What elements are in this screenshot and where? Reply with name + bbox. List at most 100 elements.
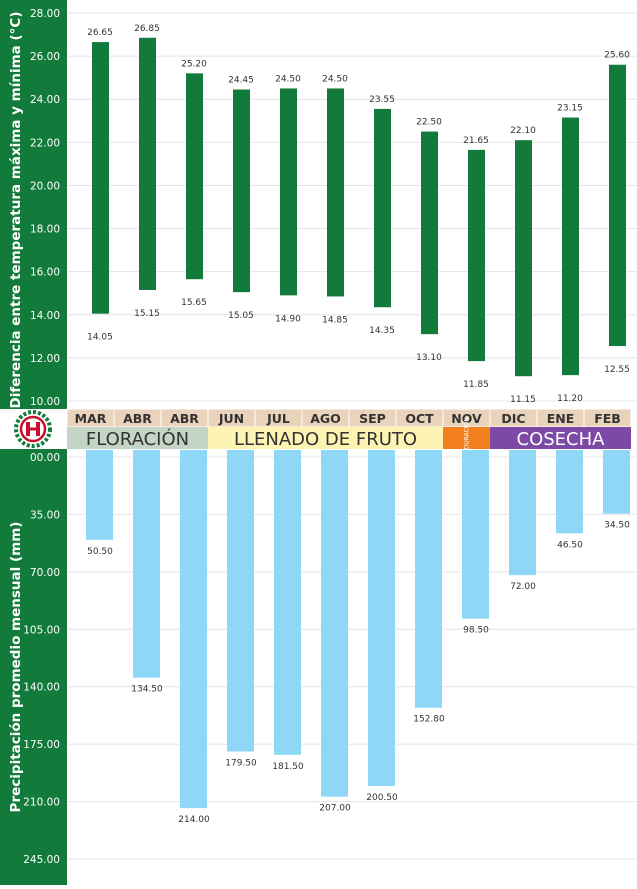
temperature-range-bar	[468, 149, 485, 362]
precipitation-tick-label: 140.00	[23, 682, 60, 694]
temperature-tick-label: 10.00	[30, 396, 60, 408]
precipitation-bar	[86, 450, 113, 540]
phase-label: MADURACIÓN	[464, 417, 471, 458]
temperature-min-label: 14.05	[87, 333, 113, 343]
precipitation-value-label: 200.50	[366, 793, 398, 803]
temperature-tick-label: 20.00	[30, 180, 60, 192]
month-label: MAR	[75, 411, 107, 426]
month-label: JUL	[266, 411, 290, 426]
precipitation-value-label: 181.50	[272, 762, 304, 772]
temperature-range-bar	[92, 42, 109, 314]
precipitation-tick-label: 105.00	[23, 624, 60, 636]
precipitation-bar	[462, 450, 489, 619]
temperature-range-bar	[562, 117, 579, 376]
temperature-min-label: 12.55	[604, 365, 630, 375]
temperature-min-label: 14.35	[369, 326, 395, 336]
phase-label: FLORACIÓN	[86, 428, 189, 450]
temperature-range-bar	[280, 88, 297, 296]
precipitation-bar	[556, 450, 583, 534]
temperature-max-label: 24.50	[275, 74, 301, 84]
precipitation-bar	[368, 450, 395, 786]
precipitation-bar	[274, 450, 301, 755]
month-label: DIC	[501, 411, 525, 426]
precipitation-bar	[321, 450, 348, 797]
temperature-max-label: 22.10	[510, 126, 536, 136]
temperature-max-label: 24.50	[322, 74, 348, 84]
precipitation-bar	[603, 450, 630, 514]
phase-band	[490, 427, 631, 449]
temperature-max-label: 23.15	[557, 104, 583, 114]
precipitation-value-label: 152.80	[413, 715, 445, 725]
month-label: SEP	[359, 411, 386, 426]
precipitation-value-label: 214.00	[178, 815, 210, 825]
precipitation-value-label: 72.00	[510, 582, 536, 592]
precipitation-tick-label: 210.00	[23, 797, 60, 809]
month-label: ENE	[547, 411, 575, 426]
phase-band	[67, 427, 208, 449]
precipitation-bar	[180, 450, 207, 809]
phase-label: COSECHA	[517, 429, 606, 450]
month-label: OCT	[405, 411, 434, 426]
side-band-top	[0, 0, 67, 409]
temperature-min-label: 15.05	[228, 311, 254, 321]
temperature-range-bar	[421, 131, 438, 335]
temperature-max-label: 25.60	[604, 51, 630, 61]
precipitation-tick-label: 00.00	[30, 452, 60, 464]
precipitation-value-label: 46.50	[557, 540, 583, 550]
phase-band	[443, 427, 490, 449]
precipitation-tick-label: 175.00	[23, 739, 60, 751]
temperature-min-label: 11.20	[557, 394, 583, 404]
temperature-max-label: 21.65	[463, 136, 489, 146]
company-logo	[14, 410, 52, 448]
temperature-axis-title: Diferencia entre temperatura máxima y mí…	[8, 12, 24, 409]
precipitation-value-label: 34.50	[604, 521, 630, 531]
month-label: NOV	[451, 411, 482, 426]
temperature-tick-label: 24.00	[30, 94, 60, 106]
temperature-range-bar	[515, 140, 532, 377]
temperature-min-label: 14.85	[322, 315, 348, 325]
side-band-bottom	[0, 449, 67, 885]
temperature-min-label: 14.90	[275, 314, 301, 324]
precipitation-value-label: 207.00	[319, 804, 351, 814]
phase-label: LLENADO DE FRUTO	[234, 429, 417, 450]
precipitation-value-label: 50.50	[87, 547, 113, 557]
temperature-min-label: 15.15	[134, 309, 160, 319]
precipitation-tick-label: 245.00	[23, 854, 60, 866]
temperature-max-label: 22.50	[416, 118, 442, 128]
temperature-min-label: 11.85	[463, 380, 489, 390]
month-label: ABR	[123, 411, 152, 426]
temperature-min-label: 11.15	[510, 395, 536, 405]
month-label: AGO	[310, 411, 341, 426]
month-label: ABR	[170, 411, 199, 426]
month-label: JUN	[218, 411, 244, 426]
temperature-range-bar	[139, 37, 156, 290]
precipitation-tick-label: 70.00	[30, 567, 60, 579]
temperature-range-bar	[233, 89, 250, 293]
precipitation-bar	[415, 450, 442, 708]
precipitation-value-label: 134.50	[131, 685, 163, 695]
month-label: FEB	[594, 411, 621, 426]
precipitation-bar	[509, 450, 536, 576]
temperature-range-bar	[609, 64, 626, 347]
temperature-min-label: 13.10	[416, 353, 442, 363]
temperature-tick-label: 22.00	[30, 137, 60, 149]
temperature-max-label: 26.85	[134, 24, 160, 34]
temperature-tick-label: 12.00	[30, 353, 60, 365]
temperature-range-bar	[327, 88, 344, 297]
temperature-tick-label: 28.00	[30, 8, 60, 20]
phase-band	[208, 427, 443, 449]
temperature-range-bar	[186, 73, 203, 280]
temperature-max-label: 26.65	[87, 28, 113, 38]
temperature-tick-label: 16.00	[30, 267, 60, 279]
temperature-max-label: 25.20	[181, 59, 207, 69]
temperature-range-bar	[374, 108, 391, 308]
temperature-max-label: 23.55	[369, 95, 395, 105]
precipitation-value-label: 98.50	[463, 626, 489, 636]
temperature-min-label: 15.65	[181, 298, 207, 308]
precipitation-bar	[133, 450, 160, 678]
temperature-tick-label: 14.00	[30, 310, 60, 322]
precipitation-axis-title: Precipitación promedio mensual (mm)	[8, 522, 24, 813]
temperature-tick-label: 26.00	[30, 51, 60, 63]
